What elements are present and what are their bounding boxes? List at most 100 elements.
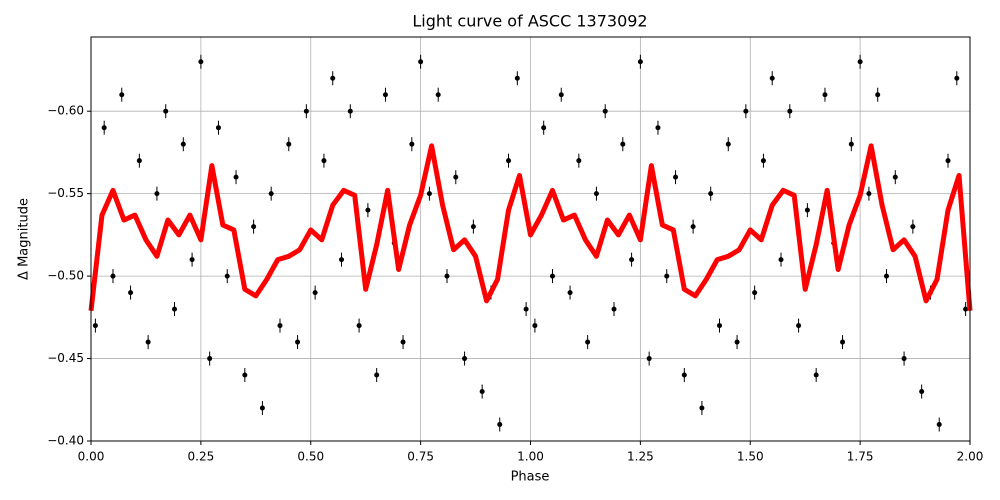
data-point: [189, 257, 195, 263]
x-tick-label: 1.25: [627, 450, 654, 464]
data-point: [374, 372, 380, 378]
data-point: [822, 92, 828, 98]
data-point: [620, 141, 626, 147]
y-tick-label: −0.40: [47, 434, 84, 448]
data-point: [506, 158, 512, 164]
data-point: [462, 356, 468, 362]
data-point: [172, 306, 178, 312]
data-point: [523, 306, 529, 312]
data-point: [848, 141, 854, 147]
data-point: [796, 323, 802, 329]
model-curve: [88, 143, 973, 312]
x-axis-label: Phase: [511, 470, 550, 485]
data-point: [321, 158, 327, 164]
data-point: [963, 306, 969, 312]
data-point: [602, 108, 608, 114]
data-point: [286, 141, 292, 147]
data-point: [312, 290, 318, 296]
data-point: [576, 158, 582, 164]
data-point: [637, 59, 643, 65]
data-point: [347, 108, 353, 114]
x-tick-label: 0.00: [78, 450, 105, 464]
data-point: [787, 108, 793, 114]
data-point: [875, 92, 881, 98]
data-point: [699, 405, 705, 411]
y-tick-label: −0.50: [47, 269, 84, 283]
data-point: [532, 323, 538, 329]
data-point: [664, 273, 670, 279]
chart-title: Light curve of ASCC 1373092: [412, 12, 647, 31]
data-point: [804, 207, 810, 213]
data-point: [470, 224, 476, 230]
data-point: [611, 306, 617, 312]
data-point: [866, 191, 872, 197]
data-point: [268, 191, 274, 197]
data-point: [224, 273, 230, 279]
data-point: [365, 207, 371, 213]
data-point: [690, 224, 696, 230]
data-point: [242, 372, 248, 378]
data-point: [646, 356, 652, 362]
data-point: [128, 290, 134, 296]
data-point: [233, 174, 239, 180]
data-point: [444, 273, 450, 279]
data-point: [857, 59, 863, 65]
data-point: [198, 59, 204, 65]
data-point: [558, 92, 564, 98]
data-point: [339, 257, 345, 263]
data-point: [435, 92, 441, 98]
y-tick-label: −0.45: [47, 351, 84, 365]
x-tick-label: 2.00: [957, 450, 984, 464]
data-point: [752, 290, 758, 296]
data-point: [892, 174, 898, 180]
data-point: [295, 339, 301, 345]
x-tick-label: 0.25: [188, 450, 215, 464]
y-axis-label: Δ Magnitude: [17, 198, 32, 280]
y-tick-label: −0.60: [47, 104, 84, 118]
data-point: [769, 75, 775, 81]
x-tick-label: 0.75: [407, 450, 434, 464]
data-point: [585, 339, 591, 345]
data-point: [954, 75, 960, 81]
data-point: [251, 224, 257, 230]
data-point: [259, 405, 265, 411]
data-point: [180, 141, 186, 147]
data-point: [919, 389, 925, 395]
data-point: [567, 290, 573, 296]
plot-frame: [90, 36, 971, 442]
data-point: [479, 389, 485, 395]
data-point: [382, 92, 388, 98]
data-point: [92, 323, 98, 329]
data-point: [330, 75, 336, 81]
data-point: [743, 108, 749, 114]
data-point: [356, 323, 362, 329]
data-point: [277, 323, 283, 329]
x-tick-label: 0.50: [297, 450, 324, 464]
data-point: [303, 108, 309, 114]
data-point: [215, 125, 221, 131]
data-point: [207, 356, 213, 362]
data-point: [409, 141, 415, 147]
y-tick-label: −0.55: [47, 186, 84, 200]
data-point: [145, 339, 151, 345]
data-point: [110, 273, 116, 279]
data-point: [101, 125, 107, 131]
data-point: [453, 174, 459, 180]
data-point: [418, 59, 424, 65]
data-point: [813, 372, 819, 378]
data-point: [426, 191, 432, 197]
data-point: [136, 158, 142, 164]
data-point: [901, 356, 907, 362]
data-point: [936, 422, 942, 428]
data-point: [655, 125, 661, 131]
data-point: [883, 273, 889, 279]
data-point: [593, 191, 599, 197]
data-point: [945, 158, 951, 164]
data-point: [119, 92, 125, 98]
data-point: [400, 339, 406, 345]
data-point: [549, 273, 555, 279]
x-tick-label: 1.75: [847, 450, 874, 464]
data-point: [163, 108, 169, 114]
data-point: [760, 158, 766, 164]
data-point: [681, 372, 687, 378]
